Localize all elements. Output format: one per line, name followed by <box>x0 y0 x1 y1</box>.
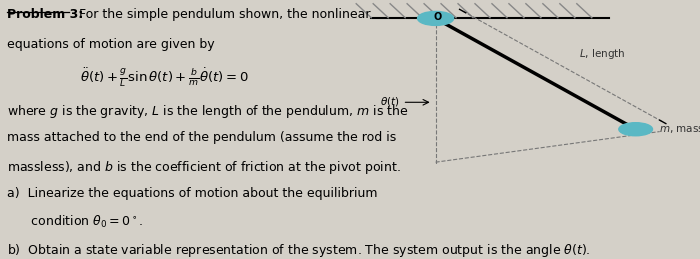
Text: $\theta(t)$: $\theta(t)$ <box>380 95 400 108</box>
Text: mass attached to the end of the pendulum (assume the rod is: mass attached to the end of the pendulum… <box>8 131 397 144</box>
Text: condition $\theta_0 = 0^\circ$.: condition $\theta_0 = 0^\circ$. <box>8 214 144 230</box>
Text: where $g$ is the gravity, $L$ is the length of the pendulum, $m$ is the: where $g$ is the gravity, $L$ is the len… <box>8 103 409 120</box>
Text: Problem 3:: Problem 3: <box>8 8 84 21</box>
Text: $m$, mass: $m$, mass <box>659 124 700 135</box>
Text: b)  Obtain a state variable representation of the system. The system output is t: b) Obtain a state variable representatio… <box>8 242 591 259</box>
Text: a)  Linearize the equations of motion about the equilibrium: a) Linearize the equations of motion abo… <box>8 187 378 200</box>
Circle shape <box>418 11 454 25</box>
Text: massless), and $b$ is the coefficient of friction at the pivot point.: massless), and $b$ is the coefficient of… <box>8 159 401 176</box>
Text: $L$, length: $L$, length <box>579 47 625 61</box>
Text: $\ddot{\theta}(t) + \frac{g}{L}\sin\theta(t) + \frac{b}{m}\dot{\theta}(t) = 0$: $\ddot{\theta}(t) + \frac{g}{L}\sin\thet… <box>80 67 248 89</box>
Text: O: O <box>434 12 442 22</box>
Text: For the simple pendulum shown, the nonlinear: For the simple pendulum shown, the nonli… <box>71 8 370 21</box>
Text: equations of motion are given by: equations of motion are given by <box>8 38 215 51</box>
Circle shape <box>619 123 652 136</box>
